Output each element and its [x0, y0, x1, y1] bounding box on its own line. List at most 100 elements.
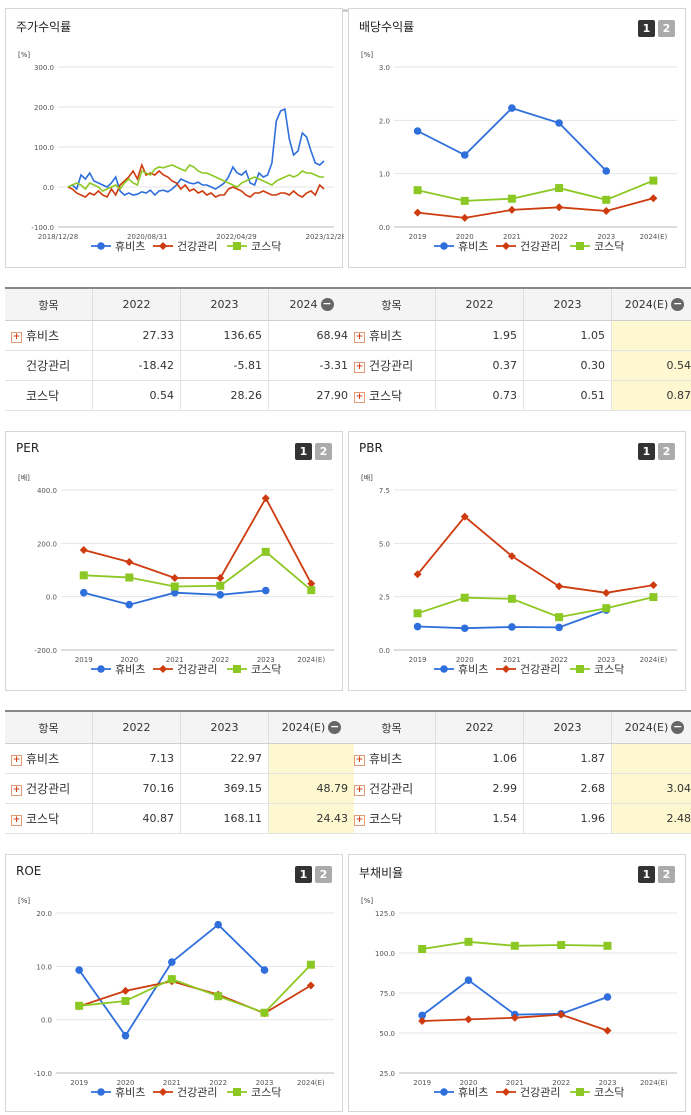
panel-title: PBR — [359, 441, 383, 455]
column-header: 2022 — [435, 710, 524, 744]
y-tick-label: 7.5 — [379, 487, 390, 495]
x-tick-label: 2023 — [597, 233, 615, 241]
data-point — [464, 1015, 473, 1024]
data-point — [170, 588, 179, 597]
column-header-label: 항목 — [38, 298, 59, 312]
series-hubiz — [413, 104, 611, 175]
view-2-button[interactable]: 2 — [658, 866, 675, 883]
column-header-label: 항목 — [38, 721, 59, 735]
x-tick-label: 2022/04/29 — [216, 233, 256, 241]
view-2-button[interactable]: 2 — [315, 866, 332, 883]
expand-row-icon[interactable]: + — [354, 391, 365, 403]
data-point — [602, 167, 611, 175]
row-label: 건강관리 — [369, 782, 414, 796]
data-point — [649, 593, 658, 602]
expand-row-icon[interactable]: + — [11, 814, 22, 826]
value-cell: 2.68 — [523, 773, 612, 804]
y-tick-label: 3.0 — [379, 64, 390, 72]
row-label-cell: 건강관리 — [5, 350, 93, 381]
collapse-column-icon[interactable]: − — [671, 297, 685, 312]
value-cell: 136.65 — [180, 320, 269, 351]
legend-marker — [576, 665, 584, 673]
view-1-button[interactable]: 1 — [638, 20, 655, 37]
table-row: + 코스닥 1.54 1.96 2.48 — [348, 803, 691, 834]
data-point — [121, 997, 130, 1005]
legend: 휴비츠 건강관리 코스닥 — [434, 240, 624, 253]
legend-label: 건강관리 — [520, 663, 560, 676]
expand-row-icon[interactable]: + — [11, 331, 22, 343]
view-1-button[interactable]: 1 — [638, 866, 655, 883]
view-2-button[interactable]: 2 — [658, 20, 675, 37]
view-1-button[interactable]: 1 — [295, 866, 312, 883]
value-cell: 48.79 — [268, 773, 354, 804]
y-unit-label: [%] — [361, 897, 373, 905]
data-point — [306, 981, 315, 990]
legend-label: 코스닥 — [251, 663, 281, 676]
data-point — [260, 966, 269, 974]
view-1-button[interactable]: 1 — [638, 443, 655, 460]
collapse-column-icon[interactable]: − — [671, 720, 685, 735]
legend-marker — [159, 242, 167, 250]
y-tick-label: 50.0 — [379, 1030, 395, 1038]
row-label: 코스닥 — [26, 389, 60, 403]
expand-row-icon[interactable]: + — [354, 361, 365, 373]
expand-row-icon[interactable]: + — [354, 331, 365, 343]
value-cell: 3.04 — [611, 773, 691, 804]
view-1-button[interactable]: 1 — [295, 443, 312, 460]
data-point — [413, 622, 422, 631]
collapse-column-icon[interactable]: − — [320, 297, 334, 312]
data-point — [170, 582, 179, 591]
column-header-label: 2024(E) — [624, 720, 669, 734]
column-header-label: 2023 — [210, 721, 239, 734]
x-tick-label: 2024(E) — [640, 1079, 668, 1087]
view-2-button[interactable]: 2 — [315, 443, 332, 460]
value-cell: 168.11 — [180, 803, 269, 834]
collapse-column-icon[interactable]: − — [328, 720, 342, 735]
row-label: 휴비츠 — [369, 329, 403, 343]
data-point — [79, 588, 88, 597]
data-point — [418, 1011, 426, 1020]
row-label: 휴비츠 — [26, 752, 60, 766]
column-header-label: 2022 — [122, 721, 151, 734]
expand-row-icon[interactable]: + — [11, 754, 22, 766]
y-unit-label: [%] — [361, 51, 373, 59]
x-tick-label: 2024(E) — [297, 1079, 325, 1087]
data-point — [602, 195, 611, 204]
data-point — [413, 570, 422, 579]
y-unit-label: [배] — [361, 473, 373, 482]
per-table: 항목 2022 2023 2024(E) − + 휴비츠 7.13 22.97 + 건강관리 70.1… — [5, 710, 354, 834]
x-tick-label: 2024(E) — [640, 233, 668, 241]
column-header-label: 2022 — [465, 298, 494, 311]
debt-ratio-chart: [%]125.0 100.0 75.0 50.0 25.0 2019 2020 2021 202… — [361, 897, 677, 1099]
table-row: + 휴비츠 27.33 136.65 68.94 — [5, 320, 354, 351]
data-point — [460, 196, 469, 205]
y-tick-label: -100.0 — [31, 224, 54, 232]
expand-row-icon[interactable]: + — [354, 754, 365, 766]
view-2-button[interactable]: 2 — [658, 443, 675, 460]
value-cell: 2.99 — [435, 773, 524, 804]
stock-return-table: 항목 2022 2023 2024− + 휴비츠 27.33 136.65 68.94 건강관리 -… — [5, 287, 354, 411]
expand-row-icon[interactable]: + — [11, 784, 22, 796]
data-point — [555, 613, 564, 622]
legend-marker — [159, 1088, 167, 1096]
legend-marker — [97, 665, 105, 673]
data-point — [460, 151, 469, 159]
data-point — [555, 623, 563, 632]
x-tick-label: 2023 — [599, 1079, 617, 1087]
x-tick-label: 2019 — [413, 1079, 431, 1087]
expand-row-icon[interactable]: + — [354, 784, 365, 796]
x-tick-label: 2020 — [460, 1079, 478, 1087]
column-header: 2023 — [180, 710, 269, 744]
expand-row-icon[interactable]: + — [354, 814, 365, 826]
row-label-cell: + 휴비츠 — [5, 320, 93, 351]
stock-return-panel: 주가수익률 [%] 300.0 200.0 100.0 0.0 -100.0 2018/12… — [5, 8, 344, 268]
data-point — [214, 992, 223, 1001]
series-kosdaq — [413, 593, 658, 622]
y-tick-label: 100.0 — [375, 950, 395, 958]
pbr-table: 항목 2022 2023 2024(E) − + 휴비츠 1.06 1.87 + 건강관리 2.99 2… — [348, 710, 691, 834]
table-header-row: 항목 2022 2023 2024− — [5, 287, 354, 321]
legend-marker — [502, 1088, 510, 1096]
x-tick-label: 2020/08/31 — [127, 233, 167, 241]
